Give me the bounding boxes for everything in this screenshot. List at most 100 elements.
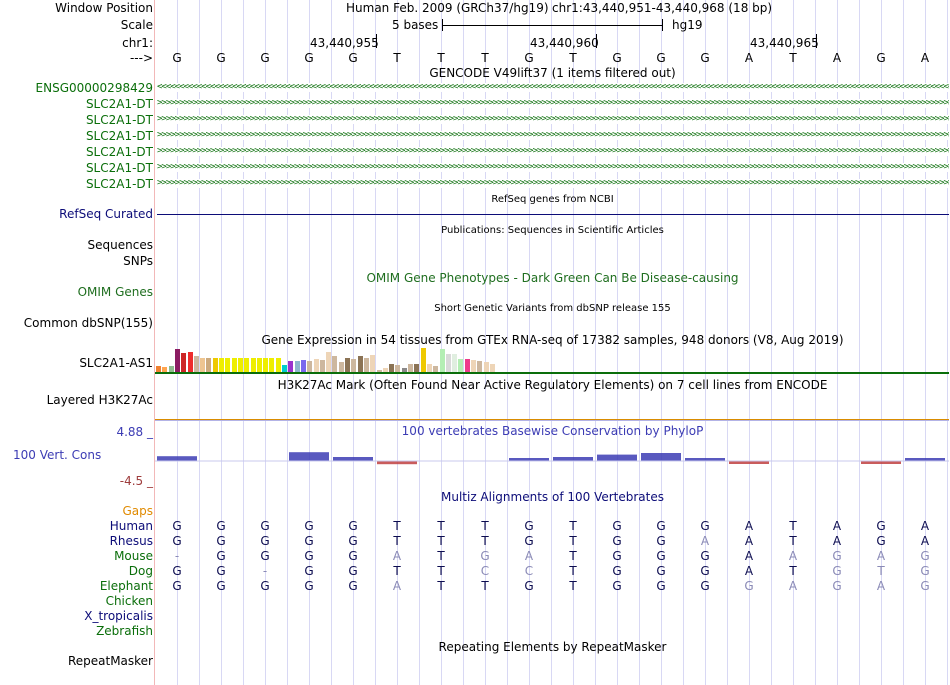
gtex-tissue-bar[interactable] [219,358,224,372]
gtex-tissue-bar[interactable] [471,360,476,372]
gtex-tissue-bar[interactable] [433,366,439,372]
gaps-label[interactable]: Gaps [122,504,153,518]
gtex-tissue-bar[interactable] [181,353,187,372]
alignment-base: G [216,564,226,578]
gtex-tissue-bar[interactable] [269,358,275,372]
gtex-tissue-bar[interactable] [452,354,458,372]
species-label[interactable]: Chicken [105,594,153,608]
phylop-track-label[interactable]: 100 Vert. Cons [13,448,102,462]
gtex-tissue-bar[interactable] [231,358,237,372]
alignment-base: G [304,519,314,533]
gtex-tissue-bar[interactable] [225,358,231,372]
gencode-gene-label[interactable]: ENSG00000298429 [35,81,153,95]
gencode-gene-label[interactable]: SLC2A1-DT [85,145,153,159]
dna-base: T [789,51,797,65]
gencode-gene-track[interactable]: >>>>>>>>>>>>>>>>>>>>>>>>>>>>>>>>>>>>>>>>… [157,131,949,140]
gencode-gene-track[interactable]: <<<<<<<<<<<<<<<<<<<<<<<<<<<<<<<<<<<<<<<<… [157,83,949,92]
gtex-tissue-bar[interactable] [250,358,256,372]
gtex-tissue-bar[interactable] [326,352,332,372]
gtex-tissue-bar[interactable] [206,358,212,372]
gencode-gene-track[interactable]: >>>>>>>>>>>>>>>>>>>>>>>>>>>>>>>>>>>>>>>>… [157,115,949,124]
alignment-base: G [348,534,358,548]
gtex-tissue-bar[interactable] [288,361,294,372]
gtex-tissue-bar[interactable] [187,352,193,372]
gtex-tissue-bar[interactable] [426,364,432,372]
gtex-tissue-bar[interactable] [420,348,426,372]
gtex-tissue-bar[interactable] [445,354,451,372]
gtex-tissue-bar[interactable] [395,365,401,372]
gtex-tissue-bar[interactable] [256,358,262,372]
species-label[interactable]: Elephant [99,579,153,593]
gtex-tissue-bar[interactable] [294,361,300,372]
gtex-tissue-bar[interactable] [319,360,325,372]
gencode-gene-label[interactable]: SLC2A1-DT [85,161,153,175]
h3k27ac-track-label[interactable]: Layered H3K27Ac [46,393,153,407]
gtex-tissue-bar[interactable] [389,364,395,372]
gtex-tissue-bar[interactable] [174,349,180,372]
species-label[interactable]: Rhesus [109,534,153,548]
gtex-tissue-bar[interactable] [401,368,407,372]
gtex-tissue-bar[interactable] [282,365,287,372]
gtex-tissue-bar[interactable] [382,368,388,372]
gtex-tissue-bar[interactable] [212,358,218,372]
gencode-gene-track[interactable]: >>>>>>>>>>>>>>>>>>>>>>>>>>>>>>>>>>>>>>>>… [157,179,949,188]
alignment-base: G [920,549,930,563]
refseq-track-label[interactable]: RefSeq Curated [59,207,153,221]
pubs-snps-label[interactable]: SNPs [123,254,153,268]
gtex-tissue-bar[interactable] [408,364,413,372]
repeatmasker-track-label[interactable]: RepeatMasker [67,654,153,668]
gtex-tissue-bar[interactable] [458,359,464,372]
grid-line [617,0,618,685]
gtex-track-label[interactable]: SLC2A1-AS1 [79,356,153,370]
gencode-gene-label[interactable]: SLC2A1-DT [85,129,153,143]
species-label[interactable]: Zebrafish [96,624,153,638]
gtex-tissue-bar[interactable] [357,356,363,372]
gtex-tissue-bar[interactable] [162,367,168,372]
gtex-tissue-bar[interactable] [376,370,382,372]
gtex-tissue-bar[interactable] [156,366,161,372]
gtex-tissue-bar[interactable] [332,356,338,372]
pubs-sequences-label[interactable]: Sequences [87,238,153,252]
gtex-tissue-bar[interactable] [300,360,306,372]
gtex-tissue-bar[interactable] [168,366,174,372]
gencode-gene-track[interactable]: >>>>>>>>>>>>>>>>>>>>>>>>>>>>>>>>>>>>>>>>… [157,163,949,172]
gtex-tissue-bar[interactable] [414,364,420,372]
gtex-tissue-bar[interactable] [275,358,281,372]
gtex-tissue-bar[interactable] [489,364,495,372]
alignment-base: T [481,519,489,533]
gtex-tissue-bar[interactable] [237,358,243,372]
gtex-tissue-bar[interactable] [313,359,319,372]
gtex-tissue-bar[interactable] [244,358,250,372]
gtex-tissue-bar[interactable] [363,358,369,372]
gtex-tissue-bar[interactable] [464,359,470,372]
alignment-base: G [876,534,886,548]
species-label[interactable]: Human [109,519,153,533]
gtex-tissue-bar[interactable] [483,362,489,372]
species-label[interactable]: X_tropicalis [84,609,153,623]
omim-track-label[interactable]: OMIM Genes [77,285,153,299]
species-label[interactable]: Dog [128,564,153,578]
gencode-gene-label[interactable]: SLC2A1-DT [85,97,153,111]
gtex-tissue-bar[interactable] [263,358,269,372]
gtex-tissue-bar[interactable] [439,349,445,372]
assembly-text[interactable]: Human Feb. 2009 (GRCh37/hg19) [346,1,549,15]
gencode-gene-label[interactable]: SLC2A1-DT [85,113,153,127]
strand-arrow-label[interactable]: ---> [129,51,153,65]
gtex-tissue-bar[interactable] [307,361,313,372]
grid-line [177,0,178,685]
position-text[interactable]: chr1:43,440,951-43,440,968 (18 bp) [552,1,773,15]
alignment-base: A [920,519,930,533]
gtex-tissue-bar[interactable] [338,362,344,372]
gtex-tissue-bar[interactable] [193,356,199,372]
gencode-gene-track[interactable]: >>>>>>>>>>>>>>>>>>>>>>>>>>>>>>>>>>>>>>>>… [157,147,949,156]
gencode-gene-track[interactable]: >>>>>>>>>>>>>>>>>>>>>>>>>>>>>>>>>>>>>>>>… [157,99,949,108]
gtex-tissue-bar[interactable] [370,355,376,372]
gtex-tissue-bar[interactable] [200,358,206,372]
gtex-tissue-bar[interactable] [351,359,357,372]
gtex-tissue-bar[interactable] [477,361,483,372]
gencode-gene-label[interactable]: SLC2A1-DT [85,177,153,191]
dbsnp-track-label[interactable]: Common dbSNP(155) [23,316,153,330]
species-label[interactable]: Mouse [114,549,153,563]
gtex-tissue-bar[interactable] [345,358,350,372]
alignment-base: G [612,549,622,563]
